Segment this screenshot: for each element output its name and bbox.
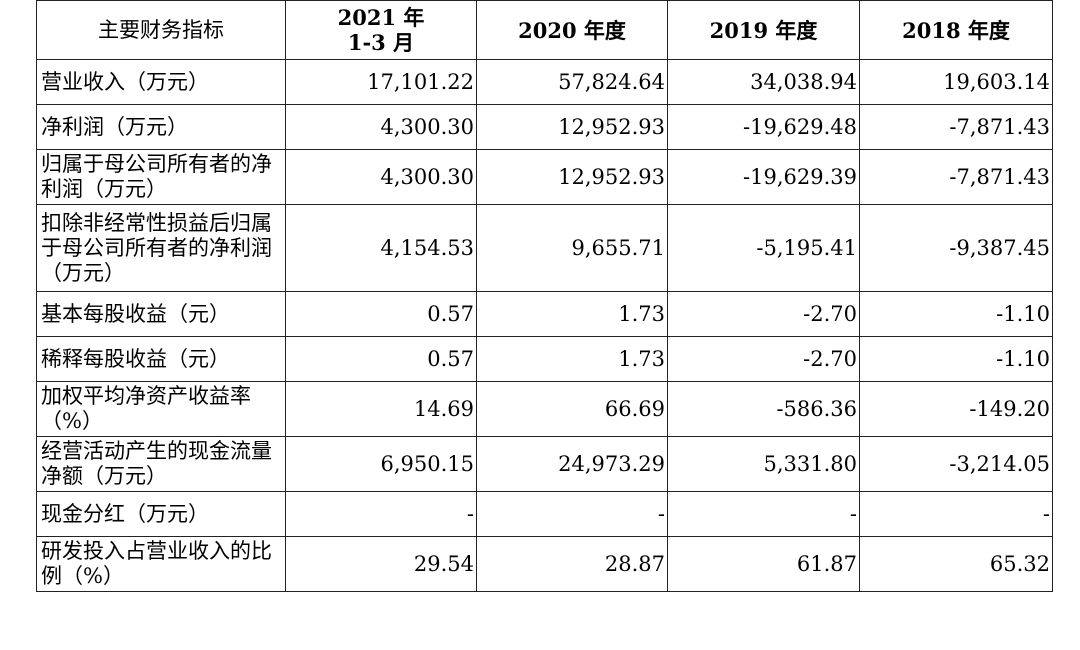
- row-label: 归属于母公司所有者的净利润（万元）: [36, 149, 286, 205]
- cell-2020: 12,952.93: [476, 149, 668, 205]
- cell-2020: 24,973.29: [476, 436, 668, 492]
- cell-2019: 61.87: [667, 536, 860, 592]
- row-label: 净利润（万元）: [36, 104, 286, 150]
- cell-2020: 1.73: [476, 291, 668, 337]
- row-label: 加权平均净资产收益率（%）: [36, 381, 286, 437]
- table-row: 稀释每股收益（元） 0.57 1.73 -2.70 -1.10: [36, 336, 1053, 382]
- row-label: 研发投入占营业收入的比例（%）: [36, 536, 286, 592]
- cell-2019: -2.70: [667, 336, 860, 382]
- cell-2020: 57,824.64: [476, 59, 668, 105]
- header-2021-q1-months: 1-3 月: [347, 30, 415, 55]
- cell-2020: 28.87: [476, 536, 668, 592]
- table-row: 基本每股收益（元） 0.57 1.73 -2.70 -1.10: [36, 291, 1053, 337]
- cell-2018: -1.10: [859, 336, 1053, 382]
- cell-2021-q1: 0.57: [285, 291, 477, 337]
- table-row: 扣除非经常性损益后归属于母公司所有者的净利润（万元） 4,154.53 9,65…: [36, 204, 1053, 292]
- header-2018: 2018 年度: [859, 0, 1053, 60]
- cell-2018: 19,603.14: [859, 59, 1053, 105]
- cell-2018: -9,387.45: [859, 204, 1053, 292]
- cell-2021-q1: 4,300.30: [285, 149, 477, 205]
- cell-2018: -1.10: [859, 291, 1053, 337]
- cell-2020: 1.73: [476, 336, 668, 382]
- header-2021-q1-year: 2021 年: [337, 5, 425, 30]
- table-row: 营业收入（万元） 17,101.22 57,824.64 34,038.94 1…: [36, 59, 1053, 105]
- cell-2021-q1: 17,101.22: [285, 59, 477, 105]
- table-row: 加权平均净资产收益率（%） 14.69 66.69 -586.36 -149.2…: [36, 381, 1053, 437]
- cell-2021-q1: -: [285, 491, 477, 537]
- cell-2020: 66.69: [476, 381, 668, 437]
- header-2021-q1: 2021 年 1-3 月: [285, 0, 477, 60]
- financial-indicators-table: 主要财务指标 2021 年 1-3 月 2020 年度 2019 年度 2018…: [36, 0, 1053, 592]
- header-2019: 2019 年度: [667, 0, 860, 60]
- cell-2019: -19,629.48: [667, 104, 860, 150]
- table-header-row: 主要财务指标 2021 年 1-3 月 2020 年度 2019 年度 2018…: [36, 0, 1053, 60]
- cell-2021-q1: 4,154.53: [285, 204, 477, 292]
- cell-2018: -: [859, 491, 1053, 537]
- cell-2019: -: [667, 491, 860, 537]
- cell-2020: 9,655.71: [476, 204, 668, 292]
- cell-2019: -5,195.41: [667, 204, 860, 292]
- cell-2018: -3,214.05: [859, 436, 1053, 492]
- row-label: 稀释每股收益（元）: [36, 336, 286, 382]
- cell-2019: -2.70: [667, 291, 860, 337]
- cell-2021-q1: 14.69: [285, 381, 477, 437]
- cell-2018: 65.32: [859, 536, 1053, 592]
- cell-2020: -: [476, 491, 668, 537]
- row-label: 现金分红（万元）: [36, 491, 286, 537]
- cell-2018: -149.20: [859, 381, 1053, 437]
- table-row: 经营活动产生的现金流量净额（万元） 6,950.15 24,973.29 5,3…: [36, 436, 1053, 492]
- cell-2019: 34,038.94: [667, 59, 860, 105]
- table-row: 现金分红（万元） - - - -: [36, 491, 1053, 537]
- row-label: 扣除非经常性损益后归属于母公司所有者的净利润（万元）: [36, 204, 286, 292]
- cell-2021-q1: 4,300.30: [285, 104, 477, 150]
- header-metric: 主要财务指标: [36, 0, 286, 60]
- cell-2021-q1: 29.54: [285, 536, 477, 592]
- cell-2018: -7,871.43: [859, 104, 1053, 150]
- cell-2019: -586.36: [667, 381, 860, 437]
- table-row: 净利润（万元） 4,300.30 12,952.93 -19,629.48 -7…: [36, 104, 1053, 150]
- cell-2021-q1: 0.57: [285, 336, 477, 382]
- row-label: 基本每股收益（元）: [36, 291, 286, 337]
- cell-2018: -7,871.43: [859, 149, 1053, 205]
- header-2020: 2020 年度: [476, 0, 668, 60]
- financial-indicators-table-container: 主要财务指标 2021 年 1-3 月 2020 年度 2019 年度 2018…: [36, 0, 1053, 592]
- cell-2019: 5,331.80: [667, 436, 860, 492]
- row-label: 经营活动产生的现金流量净额（万元）: [36, 436, 286, 492]
- row-label: 营业收入（万元）: [36, 59, 286, 105]
- cell-2020: 12,952.93: [476, 104, 668, 150]
- cell-2019: -19,629.39: [667, 149, 860, 205]
- cell-2021-q1: 6,950.15: [285, 436, 477, 492]
- table-row: 研发投入占营业收入的比例（%） 29.54 28.87 61.87 65.32: [36, 536, 1053, 592]
- table-row: 归属于母公司所有者的净利润（万元） 4,300.30 12,952.93 -19…: [36, 149, 1053, 205]
